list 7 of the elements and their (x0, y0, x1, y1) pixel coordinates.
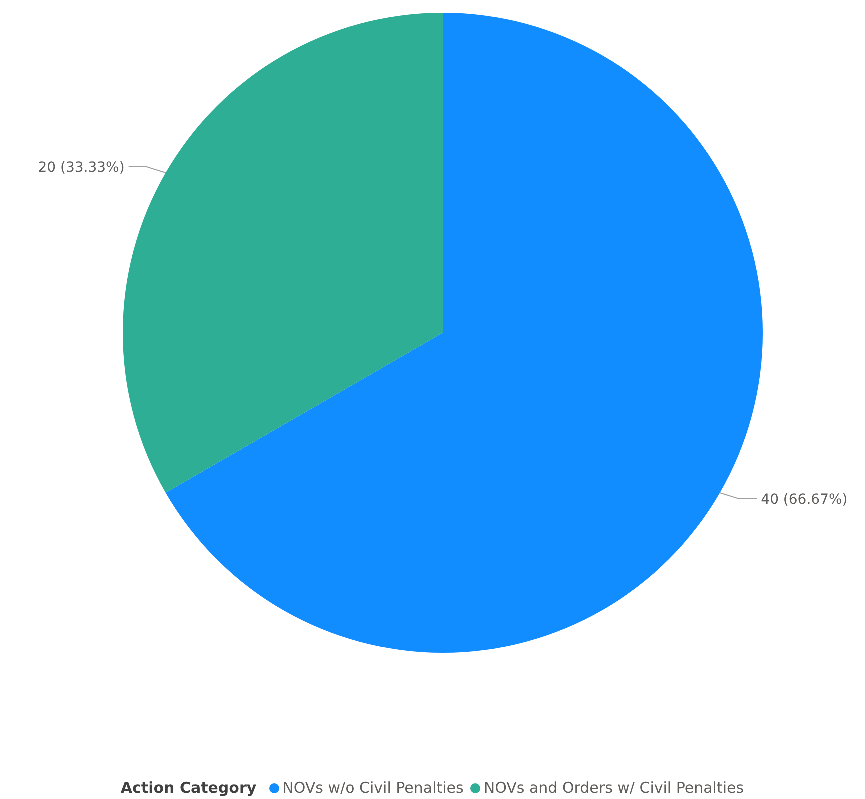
legend-title: Action Category (120, 779, 257, 797)
pie-slice (166, 13, 763, 653)
pie-slice (123, 13, 443, 493)
data-label: 20 (33.33%) (38, 160, 125, 176)
legend-label: NOVs w/o Civil Penalties (282, 779, 464, 797)
data-label: 40 (66.67%) (761, 492, 848, 508)
legend-label: NOVs and Orders w/ Civil Penalties (484, 779, 744, 797)
